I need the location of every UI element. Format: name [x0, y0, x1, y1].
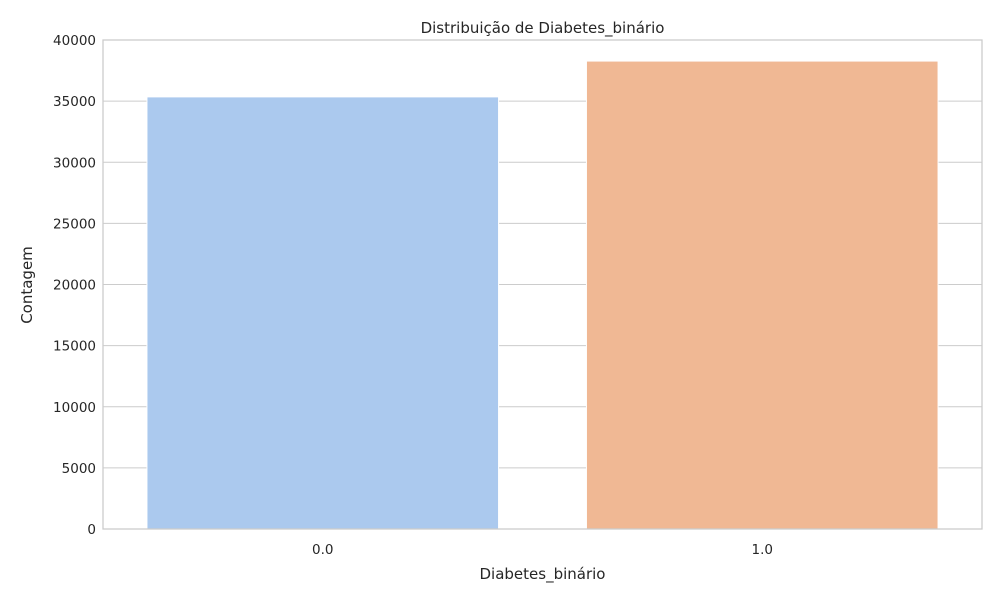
x-tick-label: 0.0 — [312, 542, 333, 558]
y-tick-labels: 0 5000 10000 15000 20000 25000 30000 35000 40000 — [53, 33, 96, 538]
x-tick-label: 1.0 — [752, 542, 773, 558]
y-tick-label: 15000 — [53, 339, 96, 355]
y-tick-label: 35000 — [53, 94, 96, 110]
y-tick-label: 20000 — [53, 278, 96, 294]
y-tick-label: 40000 — [53, 33, 96, 49]
y-tick-label: 5000 — [62, 461, 96, 477]
y-axis-label: Contagem — [18, 246, 36, 324]
x-axis-label: Diabetes_binário — [480, 565, 606, 584]
x-tick-labels: 0.0 1.0 — [312, 542, 773, 558]
y-tick-label: 10000 — [53, 400, 96, 416]
chart-title: Distribuição de Diabetes_binário — [421, 19, 665, 38]
y-tick-label: 0 — [87, 522, 96, 538]
plot-frame — [102, 39, 983, 530]
bar-0-0 — [146, 96, 500, 530]
y-tick-label: 25000 — [53, 216, 96, 232]
bars — [146, 60, 939, 530]
y-tick-label: 30000 — [53, 155, 96, 171]
bar-1-0 — [585, 60, 939, 530]
